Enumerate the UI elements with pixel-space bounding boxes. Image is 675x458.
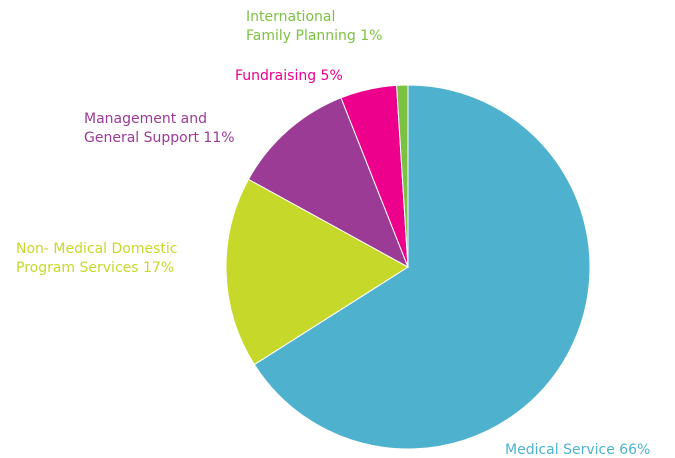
pie-slice xyxy=(225,178,409,366)
slice-label: Program Services 17% xyxy=(16,260,174,276)
slice-label: Medical Service 66% xyxy=(505,442,650,458)
pie-slice xyxy=(247,97,409,269)
slice-label: Non- Medical Domestic xyxy=(16,241,177,257)
pie-slice xyxy=(396,84,409,268)
pie-slice xyxy=(253,84,591,450)
slice-label: General Support 11% xyxy=(84,130,235,146)
slice-label: Fundraising 5% xyxy=(235,68,343,84)
slice-label: International xyxy=(246,9,335,25)
slice-label: Management and xyxy=(84,111,207,127)
slice-label: Family Planning 1% xyxy=(246,28,382,44)
